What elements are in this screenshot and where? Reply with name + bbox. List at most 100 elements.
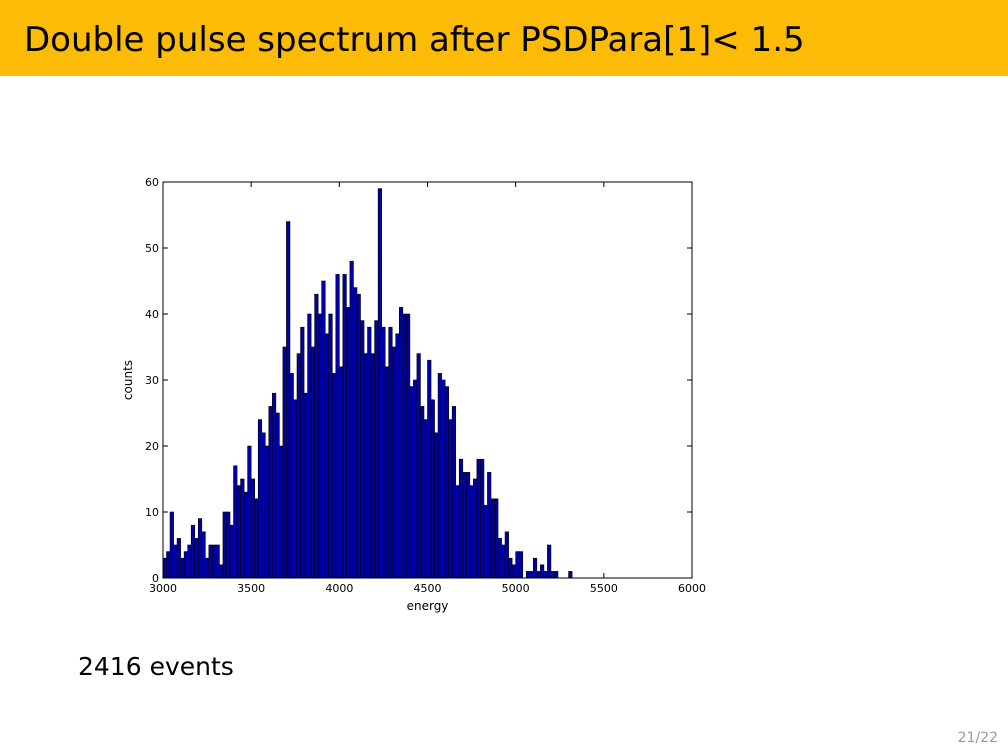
histogram-bar: [268, 406, 273, 579]
histogram-bar: [529, 571, 534, 579]
x-tick-label: 6000: [678, 582, 706, 595]
y-tick-label: 40: [145, 308, 159, 321]
histogram-bar: [434, 432, 439, 579]
y-tick-label: 10: [145, 506, 159, 519]
histogram-bar: [406, 313, 411, 579]
histogram-bar: [331, 373, 337, 579]
histogram-bar: [254, 498, 259, 579]
histogram-bar: [473, 478, 478, 579]
histogram-bar: [374, 320, 379, 579]
histogram-bar: [226, 511, 231, 579]
histogram-bar: [483, 505, 488, 579]
histogram-bar: [508, 557, 513, 579]
histogram-bar: [451, 406, 457, 579]
histogram-bar: [296, 353, 301, 579]
ticks-group: 3000 3500 4000 4500 5000 5500 6000 0 10 20 30 40 50 6…: [145, 176, 706, 595]
x-tick-label: 3000: [149, 582, 177, 595]
histogram-bar: [205, 557, 210, 579]
histogram-bar: [169, 511, 174, 579]
y-tick-label: 20: [145, 440, 159, 453]
histogram-bar: [455, 485, 460, 579]
histogram-bar: [532, 557, 538, 579]
histogram-bar: [317, 313, 323, 579]
histogram-bar: [480, 458, 485, 579]
histogram-bar: [328, 313, 333, 579]
histogram-svg: 3000 3500 4000 4500 5000 5500 6000 0 10 20 30 40 50 6…: [121, 176, 706, 613]
x-tick-label: 5500: [590, 582, 618, 595]
histogram-bar: [250, 478, 255, 579]
histogram-bar: [547, 544, 552, 579]
histogram-bar: [173, 544, 178, 579]
histogram-bar: [324, 333, 330, 579]
histogram-bar: [279, 445, 284, 579]
histogram-bar: [346, 307, 351, 579]
histogram-bar: [540, 564, 545, 579]
x-axis-label: energy: [407, 599, 449, 613]
histogram-bar: [395, 333, 400, 579]
histogram-bar: [360, 320, 365, 579]
histogram-bar: [162, 557, 167, 579]
histogram-bar: [212, 544, 217, 579]
histogram-bar: [504, 531, 509, 579]
histogram-bar: [201, 531, 206, 579]
histogram-bar: [554, 571, 559, 579]
title-bar: Double pulse spectrum after PSDPara[1]< …: [0, 0, 1008, 76]
histogram-bar: [525, 571, 531, 579]
y-tick-label: 30: [145, 374, 159, 387]
page-number: 21/22: [957, 730, 998, 746]
histogram-bar: [339, 366, 344, 579]
histogram-bar: [197, 518, 203, 579]
x-tick-label: 4500: [414, 582, 442, 595]
histogram-bar: [367, 326, 372, 579]
histogram-bar: [437, 373, 442, 579]
histogram-bar: [501, 544, 506, 579]
histogram-bar: [518, 551, 524, 579]
histogram-bar: [441, 379, 446, 579]
histogram-bar: [448, 419, 453, 579]
histogram-bar: [487, 472, 492, 579]
histogram-bar: [282, 346, 287, 579]
histogram-bar: [497, 538, 502, 579]
histogram-bar: [286, 221, 291, 579]
histogram-bar: [194, 538, 199, 579]
histogram-bar: [391, 346, 397, 579]
histogram-bar: [187, 544, 192, 579]
histogram-bar: [550, 571, 555, 579]
histogram-bar: [310, 346, 315, 579]
y-tick-label: 60: [145, 176, 159, 189]
histogram-chart: 3000 3500 4000 4500 5000 5500 6000 0 10 20 30 40 50 6…: [110, 170, 730, 620]
x-tick-label: 3500: [237, 582, 265, 595]
histogram-bar: [236, 485, 241, 579]
histogram-bar: [458, 458, 464, 579]
histogram-bar: [275, 412, 280, 579]
histogram-bar: [349, 260, 354, 579]
histogram-bar: [413, 379, 418, 579]
histogram-bar: [233, 465, 238, 579]
histogram-bar: [219, 564, 224, 579]
histogram-bar: [427, 359, 432, 579]
histogram-bar: [307, 313, 312, 579]
histogram-bar: [321, 280, 326, 579]
histogram-bar: [247, 445, 252, 579]
y-tick-label: 0: [152, 572, 159, 585]
histogram-bar: [494, 498, 499, 579]
x-tick-label: 5000: [502, 582, 530, 595]
histogram-bar: [430, 399, 435, 579]
histogram-bar: [261, 432, 266, 579]
histogram-bar: [363, 353, 368, 579]
histogram-bar: [215, 544, 220, 579]
histogram-bar: [314, 293, 319, 579]
histogram-bar: [183, 551, 188, 579]
histogram-bar: [229, 524, 234, 579]
histogram-bar: [300, 326, 305, 579]
histogram-bar: [388, 326, 393, 579]
histogram-bar: [416, 353, 421, 579]
histogram-bar: [257, 419, 263, 579]
histogram-bar: [381, 326, 386, 579]
histogram-bar: [190, 524, 196, 579]
histogram-bar: [335, 274, 340, 579]
histogram-bar: [515, 551, 520, 579]
histogram-bar: [462, 472, 467, 579]
histogram-bar: [353, 287, 358, 579]
histogram-bar: [293, 399, 298, 579]
